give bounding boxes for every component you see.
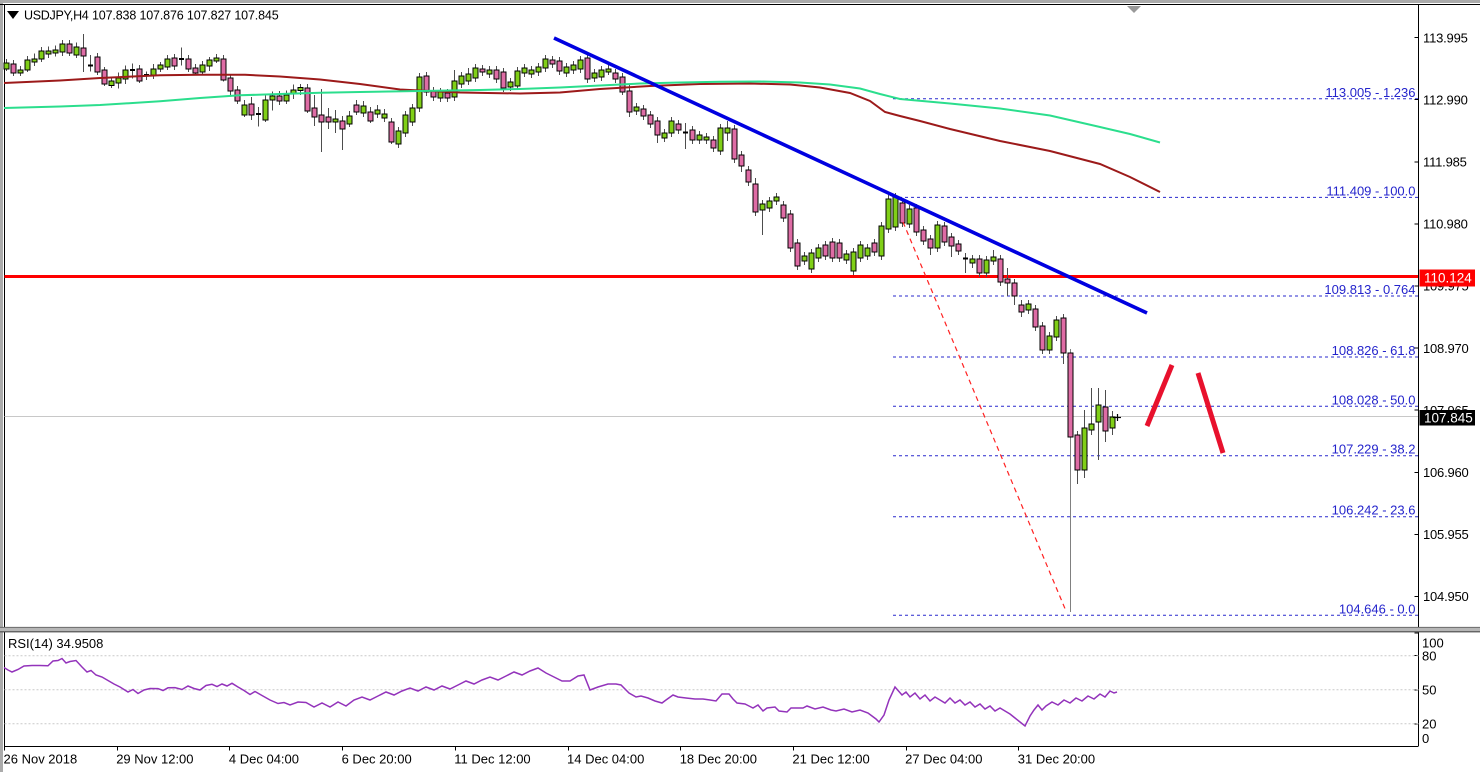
svg-text:80: 80 (1422, 648, 1436, 663)
svg-text:50: 50 (1422, 683, 1436, 698)
svg-text:0: 0 (1422, 731, 1429, 746)
svg-text:106.242 - 23.6: 106.242 - 23.6 (1332, 503, 1416, 518)
svg-text:110.980: 110.980 (1423, 217, 1468, 232)
svg-text:100: 100 (1422, 635, 1444, 650)
svg-text:105.955: 105.955 (1423, 527, 1469, 542)
svg-text:108.826 - 61.8: 108.826 - 61.8 (1332, 343, 1416, 358)
svg-text:108.028 - 50.0: 108.028 - 50.0 (1332, 392, 1416, 407)
svg-text:111.985: 111.985 (1423, 155, 1467, 170)
svg-text:107.845: 107.845 (1424, 410, 1473, 425)
svg-text:14 Dec 04:00: 14 Dec 04:00 (567, 752, 644, 767)
svg-text:113.995: 113.995 (1423, 30, 1468, 45)
svg-text:109.813 - 0.764: 109.813 - 0.764 (1324, 282, 1415, 297)
svg-text:29 Nov 12:00: 29 Nov 12:00 (116, 752, 193, 767)
svg-text:113.005 - 1.236: 113.005 - 1.236 (1325, 85, 1415, 100)
svg-text:110.124: 110.124 (1424, 271, 1472, 286)
svg-text:112.990: 112.990 (1423, 92, 1468, 107)
svg-text:USDJPY,H4: USDJPY,H4 (24, 9, 89, 23)
svg-text:27 Dec 04:00: 27 Dec 04:00 (905, 752, 982, 767)
svg-text:104.950: 104.950 (1423, 589, 1469, 604)
svg-text:108.970: 108.970 (1423, 341, 1469, 356)
svg-text:RSI(14) 34.9508: RSI(14) 34.9508 (8, 636, 103, 651)
svg-text:4 Dec 04:00: 4 Dec 04:00 (229, 752, 299, 767)
svg-text:107.229 - 38.2: 107.229 - 38.2 (1332, 442, 1416, 457)
svg-text:107.838 107.876 107.827 107.84: 107.838 107.876 107.827 107.845 (92, 9, 279, 23)
svg-text:21 Dec 12:00: 21 Dec 12:00 (792, 752, 869, 767)
svg-text:18 Dec 20:00: 18 Dec 20:00 (680, 752, 757, 767)
svg-text:111.409 - 100.0: 111.409 - 100.0 (1326, 183, 1415, 198)
svg-text:11 Dec 12:00: 11 Dec 12:00 (454, 752, 530, 767)
svg-text:26 Nov 2018: 26 Nov 2018 (4, 752, 78, 767)
svg-text:20: 20 (1422, 717, 1436, 732)
svg-text:6 Dec 20:00: 6 Dec 20:00 (342, 752, 412, 767)
svg-text:106.960: 106.960 (1423, 465, 1469, 480)
svg-text:104.646 - 0.0: 104.646 - 0.0 (1339, 601, 1416, 616)
svg-text:31 Dec 20:00: 31 Dec 20:00 (1018, 752, 1095, 767)
